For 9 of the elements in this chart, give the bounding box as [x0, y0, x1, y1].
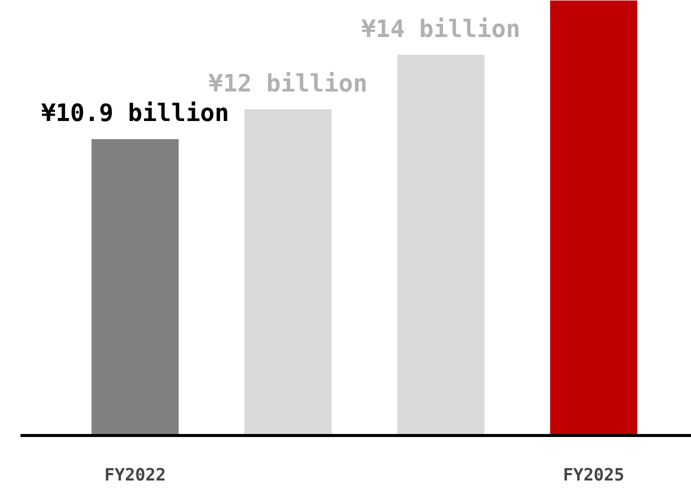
bar — [397, 54, 484, 436]
data-label: ¥14 billion — [361, 14, 520, 43]
bar — [550, 0, 638, 436]
x-tick-label: FY2025 — [562, 466, 624, 486]
data-label: ¥10.9 billion — [41, 99, 230, 128]
bar — [244, 109, 332, 436]
data-label: ¥12 billion — [208, 69, 368, 98]
x-tick-label: FY2022 — [104, 466, 166, 486]
bar — [92, 139, 179, 436]
